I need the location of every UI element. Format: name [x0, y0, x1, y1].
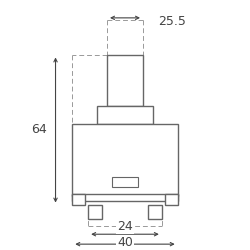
Bar: [165, 194, 177, 205]
Bar: [72, 124, 178, 196]
Bar: [112, 177, 138, 186]
Bar: [97, 106, 153, 124]
Bar: [88, 206, 102, 219]
Text: 24: 24: [117, 220, 133, 233]
Bar: [148, 206, 162, 219]
Text: 40: 40: [117, 236, 133, 249]
Text: 64: 64: [31, 122, 46, 136]
Text: 25.5: 25.5: [158, 15, 186, 28]
Bar: [72, 194, 178, 202]
Bar: [72, 194, 85, 205]
Bar: [107, 54, 143, 106]
